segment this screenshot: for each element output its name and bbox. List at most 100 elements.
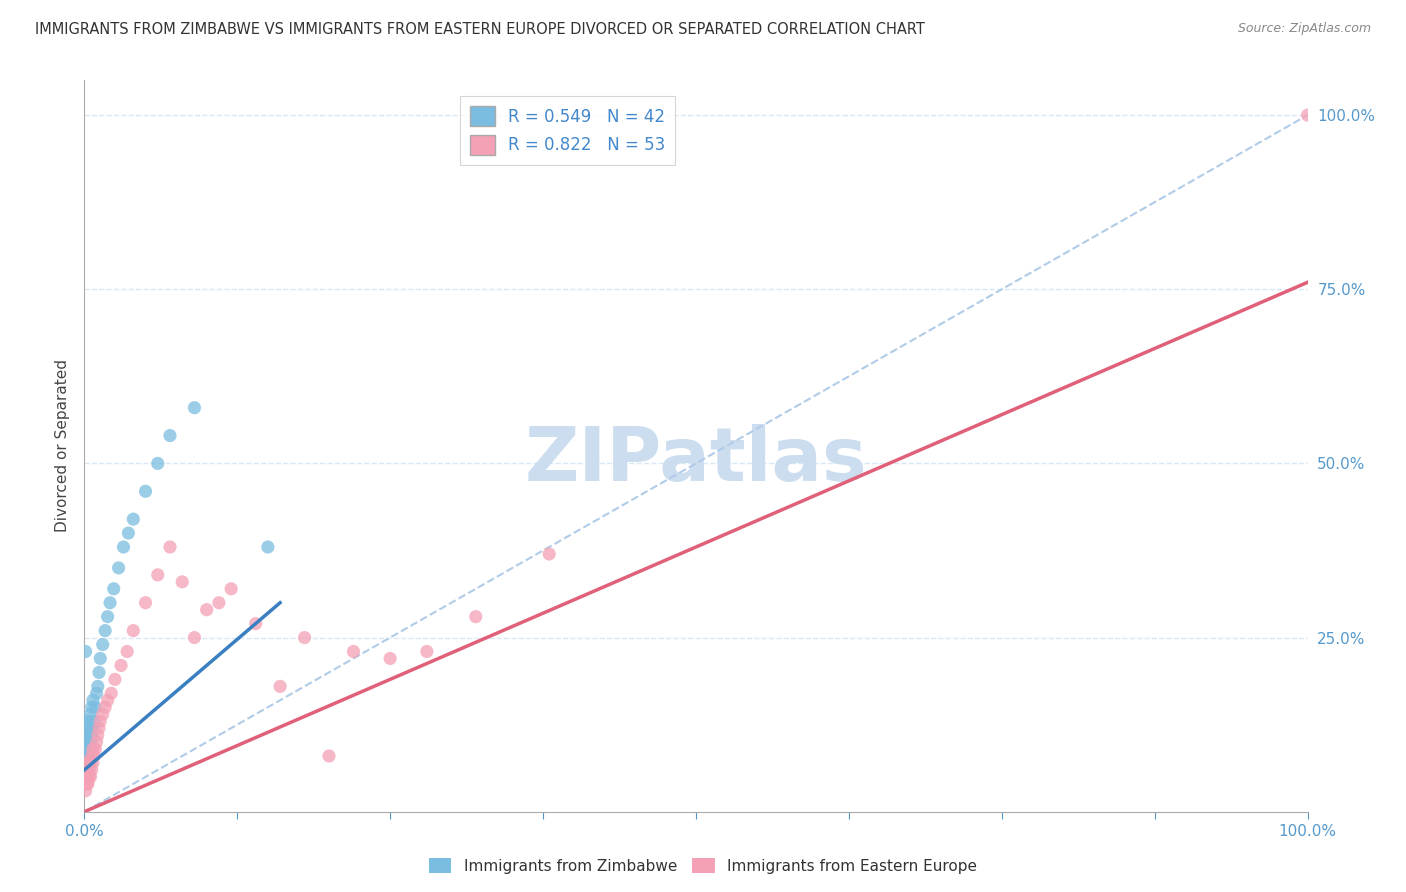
Point: [159, 428, 181, 442]
Point: [115, 644, 138, 658]
Point: [146, 457, 169, 471]
Point: [87, 665, 110, 680]
Point: [135, 596, 157, 610]
Point: [77, 770, 100, 784]
Point: [103, 582, 125, 596]
Point: [100, 686, 122, 700]
Point: [172, 574, 194, 589]
Point: [75, 770, 97, 784]
Point: [208, 596, 231, 610]
Point: [77, 756, 100, 770]
Point: [80, 728, 103, 742]
Point: [135, 484, 157, 499]
Point: [91, 707, 114, 722]
Point: [122, 512, 145, 526]
Legend: Immigrants from Zimbabwe, Immigrants from Eastern Europe: Immigrants from Zimbabwe, Immigrants fro…: [422, 852, 984, 880]
Point: [82, 721, 104, 735]
Point: [75, 756, 97, 770]
Point: [342, 644, 364, 658]
Point: [416, 644, 439, 658]
Point: [380, 651, 402, 665]
Point: [77, 714, 100, 728]
Point: [82, 693, 104, 707]
Point: [76, 763, 98, 777]
Text: IMMIGRANTS FROM ZIMBABWE VS IMMIGRANTS FROM EASTERN EUROPE DIVORCED OR SEPARATED: IMMIGRANTS FROM ZIMBABWE VS IMMIGRANTS F…: [35, 22, 925, 37]
Point: [112, 540, 135, 554]
Point: [76, 735, 98, 749]
Point: [77, 763, 100, 777]
Point: [269, 679, 291, 693]
Point: [76, 770, 98, 784]
Point: [146, 567, 169, 582]
Point: [104, 673, 127, 687]
Point: [94, 624, 117, 638]
Point: [110, 658, 132, 673]
Point: [77, 770, 100, 784]
Point: [79, 735, 101, 749]
Y-axis label: Divorced or Separated: Divorced or Separated: [55, 359, 70, 533]
Legend: R = 0.549   N = 42, R = 0.822   N = 53: R = 0.549 N = 42, R = 0.822 N = 53: [460, 96, 675, 165]
Point: [87, 721, 110, 735]
Point: [77, 721, 100, 735]
Point: [83, 749, 105, 764]
Point: [75, 644, 97, 658]
Point: [79, 707, 101, 722]
Point: [159, 540, 181, 554]
Point: [77, 777, 100, 791]
Point: [87, 728, 110, 742]
Text: Source: ZipAtlas.com: Source: ZipAtlas.com: [1237, 22, 1371, 36]
Point: [122, 624, 145, 638]
Point: [76, 777, 98, 791]
Point: [79, 756, 101, 770]
Point: [97, 693, 120, 707]
Point: [257, 540, 280, 554]
Point: [77, 749, 100, 764]
Point: [1296, 108, 1319, 122]
Point: [76, 749, 98, 764]
Point: [86, 686, 108, 700]
Point: [98, 596, 121, 610]
Point: [77, 735, 100, 749]
Point: [77, 756, 100, 770]
Point: [219, 582, 242, 596]
Text: ZIPatlas: ZIPatlas: [524, 424, 868, 497]
Point: [89, 714, 111, 728]
Point: [97, 609, 120, 624]
Point: [318, 749, 340, 764]
Point: [195, 603, 218, 617]
Point: [183, 631, 205, 645]
Point: [87, 679, 110, 693]
Point: [464, 609, 486, 624]
Point: [245, 616, 267, 631]
Point: [77, 728, 100, 742]
Point: [76, 742, 98, 756]
Point: [82, 756, 104, 770]
Point: [76, 756, 98, 770]
Point: [89, 651, 111, 665]
Point: [77, 714, 100, 728]
Point: [75, 784, 97, 798]
Point: [83, 714, 105, 728]
Point: [76, 728, 98, 742]
Point: [82, 742, 104, 756]
Point: [84, 742, 107, 756]
Point: [107, 561, 129, 575]
Point: [80, 700, 103, 714]
Point: [77, 763, 100, 777]
Point: [80, 749, 103, 764]
Point: [75, 777, 97, 791]
Point: [80, 763, 103, 777]
Point: [538, 547, 561, 561]
Point: [75, 770, 97, 784]
Point: [77, 742, 100, 756]
Point: [94, 700, 117, 714]
Point: [86, 735, 108, 749]
Point: [79, 770, 101, 784]
Point: [294, 631, 316, 645]
Point: [75, 763, 97, 777]
Point: [75, 763, 97, 777]
Point: [84, 700, 107, 714]
Point: [79, 721, 101, 735]
Point: [117, 526, 139, 541]
Point: [91, 638, 114, 652]
